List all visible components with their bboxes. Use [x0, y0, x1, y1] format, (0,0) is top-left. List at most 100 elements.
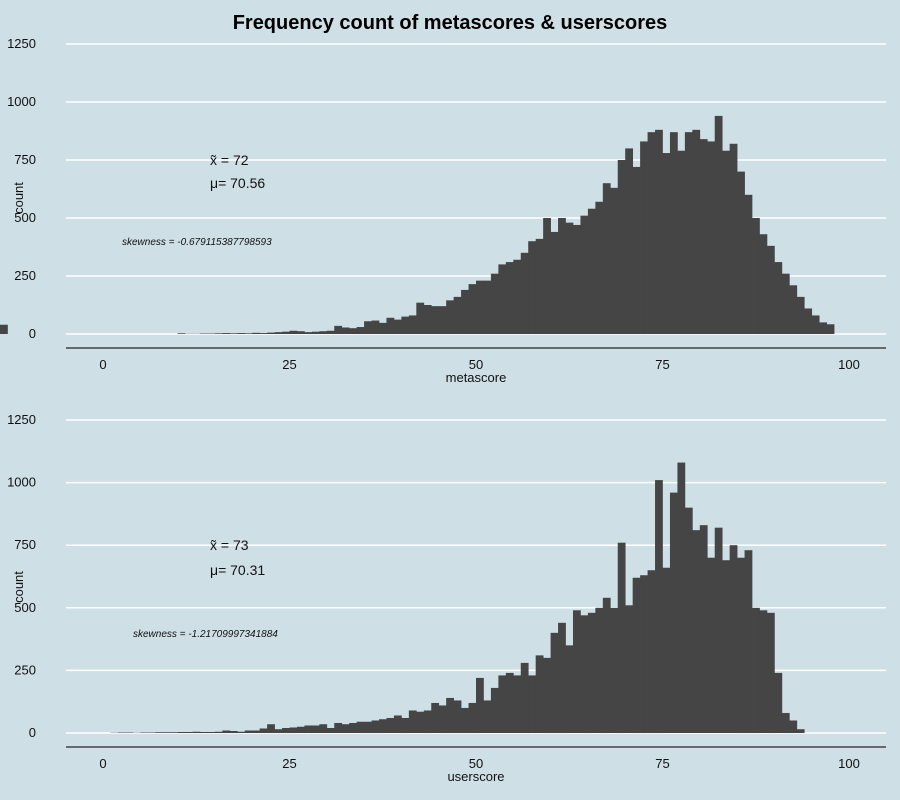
histogram-bar: [177, 731, 186, 733]
histogram-bar: [550, 632, 559, 733]
x-tick-label: 25: [282, 357, 296, 372]
histogram-bar: [461, 707, 469, 733]
histogram-bar: [252, 730, 261, 733]
histogram-bar: [617, 160, 626, 334]
histogram-bar: [655, 129, 663, 334]
histogram-bar: [304, 725, 313, 733]
histogram-bar: [617, 542, 626, 733]
histogram-bar: [461, 289, 469, 334]
histogram-bar: [259, 728, 268, 733]
x-tick-label: 75: [655, 357, 669, 372]
histogram-bar: [490, 273, 499, 334]
histogram-bar: [274, 332, 283, 334]
histogram-bar: [423, 710, 432, 733]
y-tick-label: 1000: [7, 94, 36, 109]
y-tick-label: 0: [29, 326, 36, 341]
histogram-bar: [431, 702, 440, 733]
histogram-bar: [468, 702, 477, 733]
histogram-bar: [766, 612, 775, 733]
histogram-bar: [513, 259, 522, 334]
histogram-bar: [766, 245, 775, 334]
histogram-bar: [140, 732, 149, 733]
histogram-bar: [177, 333, 186, 334]
histogram-bar: [416, 302, 425, 334]
histogram-bar: [535, 238, 544, 334]
histogram-bar: [550, 231, 559, 334]
histogram-bar: [737, 557, 745, 733]
y-tick-label: 1000: [7, 475, 36, 490]
histogram-bar: [289, 727, 298, 733]
histogram-bar: [580, 215, 589, 334]
histogram-bar: [744, 550, 753, 733]
histogram-bar: [379, 719, 387, 733]
chart-title: Frequency count of metascores & userscor…: [232, 12, 668, 34]
histogram-bar: [602, 183, 611, 334]
histogram-bar: [505, 672, 514, 733]
histogram-bar: [647, 570, 656, 733]
skewness-annotation: skewness = -1.21709997341884: [133, 629, 278, 640]
histogram-bar: [282, 331, 290, 334]
y-tick-label: 1250: [7, 412, 36, 427]
histogram-bar: [170, 732, 178, 733]
y-tick-label: 500: [14, 600, 36, 615]
histogram-bar: [595, 607, 604, 733]
histogram-bar: [625, 605, 634, 733]
histogram-bar: [632, 166, 641, 334]
histogram-bar: [699, 525, 708, 733]
histogram-bar: [267, 332, 275, 334]
histogram-bar: [401, 717, 410, 733]
histogram-bar: [289, 330, 298, 334]
x-tick-label: 50: [469, 357, 483, 372]
x-tick-label: 0: [99, 357, 106, 372]
histogram-bar: [393, 715, 402, 733]
median-annotation: x̃ = 73: [210, 537, 249, 553]
x-tick-label: 75: [655, 756, 669, 771]
histogram-bar: [498, 264, 507, 334]
histogram-bar: [729, 545, 738, 733]
histogram-bar: [595, 201, 604, 334]
histogram-bar: [282, 727, 290, 733]
y-tick-label: 500: [14, 210, 36, 225]
histogram-bar: [483, 700, 492, 733]
skewness-annotation: skewness = -0.679115387798593: [122, 237, 272, 248]
y-tick-label: 250: [14, 268, 36, 283]
histogram-bar: [349, 722, 357, 733]
histogram-bar: [319, 331, 328, 334]
histogram-bar: [558, 218, 566, 334]
histogram-bar: [587, 612, 596, 733]
histogram-bar: [714, 527, 723, 733]
histogram-bar: [192, 731, 201, 733]
histogram-bar: [386, 317, 395, 334]
histogram-bar: [364, 321, 372, 334]
histogram-bar: [296, 726, 305, 733]
histogram-bar: [781, 712, 790, 733]
histogram-bar: [408, 315, 417, 334]
histogram-bar: [490, 687, 499, 733]
histogram-bar: [229, 730, 238, 733]
histogram-bar: [699, 139, 708, 334]
histogram-bar: [572, 610, 581, 733]
histogram-bar: [438, 705, 447, 733]
histogram-bar: [267, 724, 275, 733]
histogram-bar: [781, 273, 790, 334]
histogram-bar: [483, 280, 492, 334]
histogram-bar: [744, 194, 753, 334]
histogram-bar: [692, 129, 701, 334]
histogram-bar: [334, 325, 343, 334]
histogram-bar: [632, 577, 641, 733]
x-axis-label: userscore: [447, 769, 504, 784]
histogram-bar: [185, 731, 193, 733]
histogram-bar: [587, 208, 596, 334]
histogram-bar: [804, 308, 813, 334]
histogram-bar: [677, 462, 686, 733]
histogram-bar: [662, 153, 671, 334]
histogram-bar: [737, 171, 745, 334]
histogram-bar: [528, 241, 537, 334]
histogram-bar: [752, 607, 760, 733]
x-tick-label: 50: [469, 756, 483, 771]
histogram-bar: [505, 262, 514, 334]
histogram-bar: [707, 141, 716, 334]
histogram-bar: [356, 327, 365, 334]
histogram-bar: [401, 316, 410, 334]
